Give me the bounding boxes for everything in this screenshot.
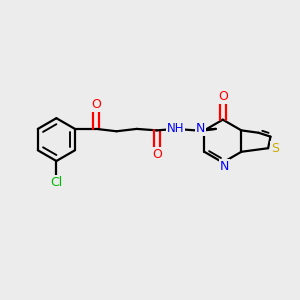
Text: O: O — [218, 90, 228, 103]
Text: NH: NH — [167, 122, 184, 135]
Text: S: S — [271, 142, 279, 155]
Text: O: O — [152, 148, 162, 161]
Text: N: N — [220, 160, 229, 172]
Text: Cl: Cl — [50, 176, 62, 190]
Text: O: O — [92, 98, 101, 111]
Text: N: N — [196, 122, 206, 135]
